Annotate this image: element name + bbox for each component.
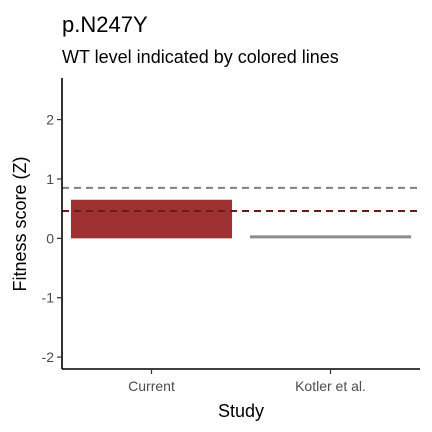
y-tick-label-2: 0 bbox=[46, 230, 54, 246]
x-axis-title: Study bbox=[218, 401, 264, 421]
y-tick-label-1: -1 bbox=[42, 290, 55, 306]
bar-1 bbox=[249, 235, 412, 239]
plot-area: -2 -1 0 1 2 Current Kotler et al. bbox=[42, 78, 420, 394]
y-tick-label-3: 1 bbox=[46, 171, 54, 187]
y-tick-label-0: -2 bbox=[42, 349, 55, 365]
x-tick-label-1: Kotler et al. bbox=[295, 378, 366, 394]
y-tick-label-4: 2 bbox=[46, 112, 54, 128]
x-tick-label-0: Current bbox=[128, 378, 175, 394]
chart-subtitle: WT level indicated by colored lines bbox=[62, 47, 339, 67]
y-axis-title: Fitness score (Z) bbox=[10, 156, 30, 291]
chart-title: p.N247Y bbox=[62, 12, 148, 37]
bar-0 bbox=[70, 199, 233, 239]
